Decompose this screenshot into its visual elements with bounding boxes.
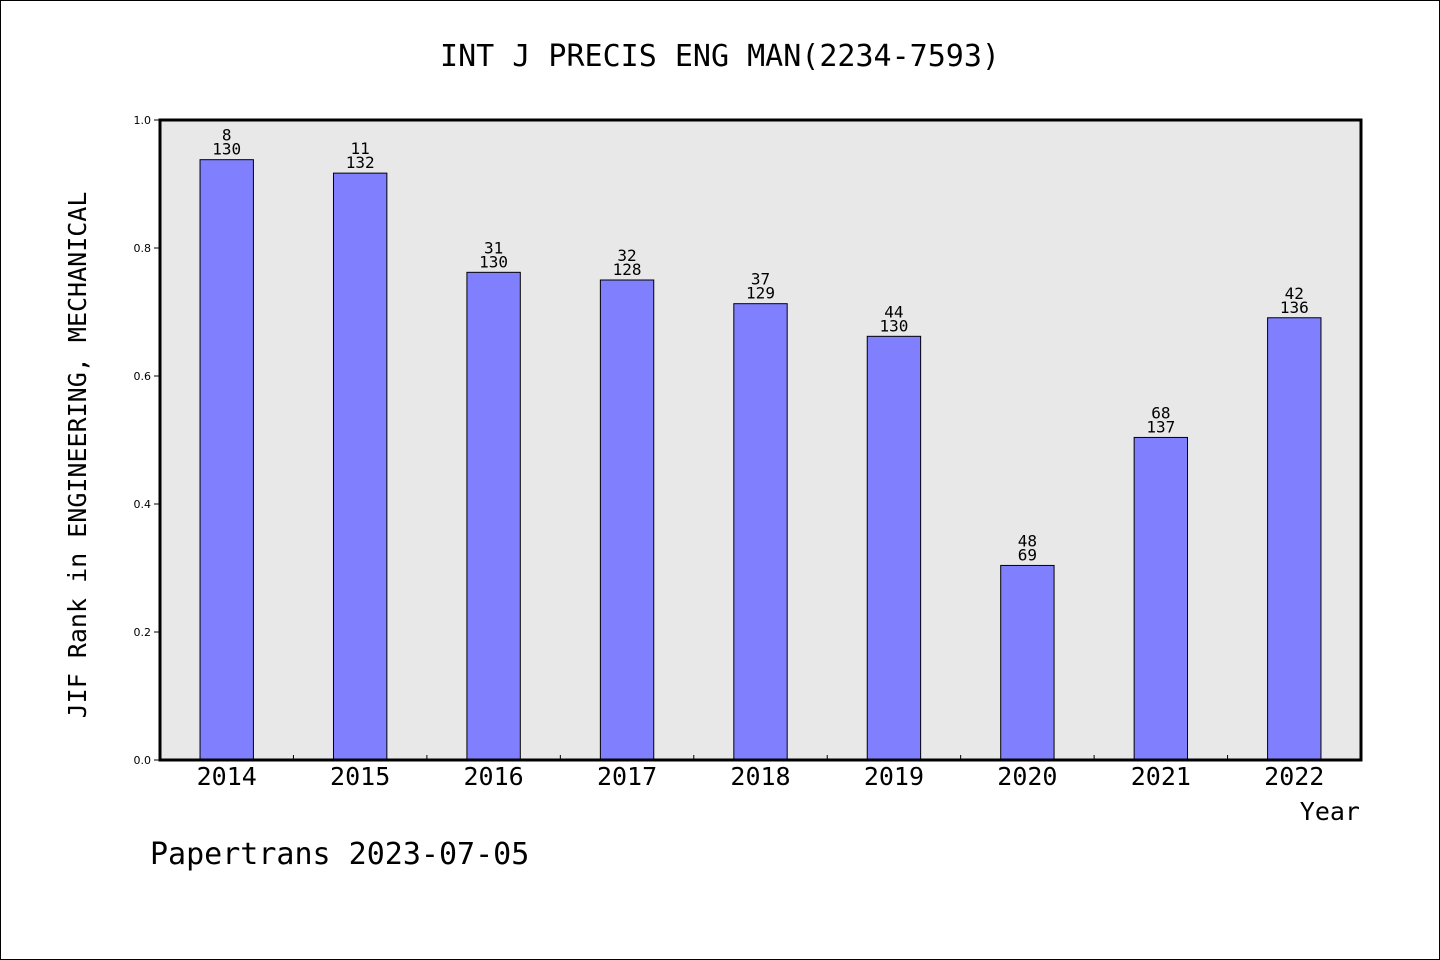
bar-total-label: 130 <box>479 252 508 271</box>
y-tick-label: 0.2 <box>134 626 152 639</box>
bar-total-label: 137 <box>1146 417 1175 436</box>
x-tick-label: 2021 <box>1131 762 1191 791</box>
bar-rank-label: 48 <box>1018 531 1037 550</box>
y-tick-label: 0.0 <box>134 754 152 767</box>
y-tick-label: 0.6 <box>134 370 152 383</box>
bars <box>199 159 1322 761</box>
x-tick-label: 2019 <box>864 762 924 791</box>
bar-total-label: 136 <box>1280 298 1309 317</box>
y-axis: 0.0 0.2 0.4 0.6 0.8 1.0 <box>134 114 160 767</box>
bar-total-label: 69 <box>1018 545 1037 564</box>
x-axis: 2014 2015 2016 2017 2018 2019 2020 2021 2022 <box>197 755 1324 791</box>
footer-credit: Papertrans 2023-07-05 <box>150 837 529 872</box>
bar-rank-label: 44 <box>884 302 903 321</box>
x-tick-label: 2017 <box>597 762 657 791</box>
x-tick-label: 2018 <box>730 762 790 791</box>
y-tick-label: 1.0 <box>134 114 152 127</box>
bar-rank-label: 68 <box>1151 403 1170 422</box>
bar-2021 <box>1133 436 1189 761</box>
x-tick-label: 2015 <box>330 762 390 791</box>
plot-border <box>158 118 1363 762</box>
bar-total-label: 130 <box>212 140 241 159</box>
bar-2019 <box>866 335 922 761</box>
bar-total-label: 129 <box>746 284 775 303</box>
bar-rank-label: 8 <box>222 126 232 145</box>
bar-total-label: 128 <box>613 260 642 279</box>
bar-2017 <box>599 279 655 761</box>
bar-rank-label: 42 <box>1285 284 1304 303</box>
chart-title: INT J PRECIS ENG MAN(2234-7593) <box>440 39 1000 74</box>
x-tick-label: 2016 <box>464 762 524 791</box>
x-tick-label: 2022 <box>1264 762 1324 791</box>
bar-2020 <box>1000 564 1055 761</box>
bar-2014 <box>199 159 254 761</box>
bar-rank-label: 11 <box>351 139 370 158</box>
bar-rank-label: 32 <box>617 246 636 265</box>
y-tick-label: 0.8 <box>134 242 152 255</box>
bar-2018 <box>733 303 788 761</box>
bar-2016 <box>466 271 521 761</box>
bar-rank-label: 37 <box>751 270 770 289</box>
bar-total-label: 132 <box>346 153 375 172</box>
x-tick-label: 2020 <box>997 762 1057 791</box>
bar-2022 <box>1267 317 1322 761</box>
x-tick-label: 2014 <box>197 762 257 791</box>
x-axis-label: Year <box>1300 797 1360 826</box>
y-axis-label: JIF Rank in ENGINEERING, MECHANICAL <box>63 192 92 719</box>
bar-2015 <box>332 172 388 761</box>
bar-rank-label: 31 <box>484 238 503 257</box>
y-tick-label: 0.4 <box>134 498 152 511</box>
bar-total-label: 130 <box>879 316 908 335</box>
